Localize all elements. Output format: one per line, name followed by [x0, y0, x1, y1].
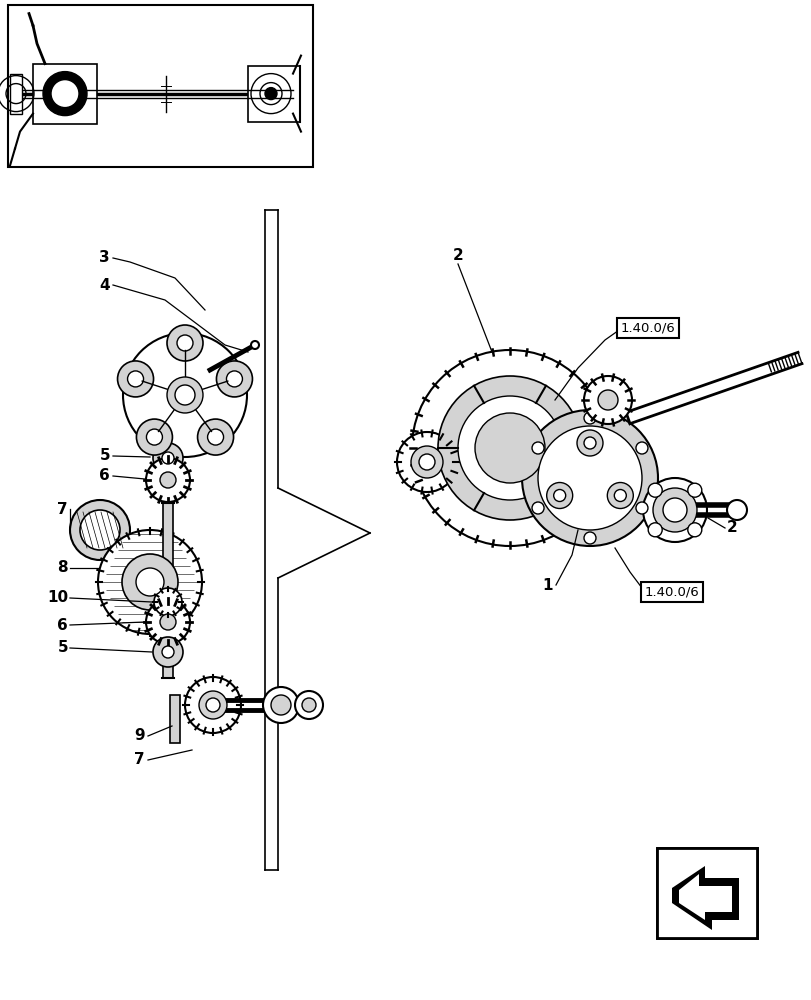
- Text: 5: 5: [58, 641, 68, 656]
- Circle shape: [206, 698, 220, 712]
- Circle shape: [474, 413, 544, 483]
- Circle shape: [302, 698, 315, 712]
- Text: 4: 4: [99, 277, 109, 292]
- Bar: [33, 64, 97, 124]
- Circle shape: [647, 483, 662, 497]
- Circle shape: [271, 695, 290, 715]
- Circle shape: [531, 502, 543, 514]
- Circle shape: [642, 478, 706, 542]
- Circle shape: [185, 677, 241, 733]
- Circle shape: [208, 429, 223, 445]
- Bar: [656, 848, 756, 938]
- Circle shape: [635, 502, 647, 514]
- Circle shape: [43, 72, 87, 116]
- Text: 5: 5: [99, 448, 109, 464]
- Bar: [163, 503, 173, 678]
- Circle shape: [160, 472, 176, 488]
- Circle shape: [647, 523, 662, 537]
- Text: 1: 1: [542, 578, 552, 592]
- Circle shape: [199, 691, 227, 719]
- Circle shape: [418, 454, 435, 470]
- Circle shape: [597, 390, 617, 410]
- Text: 10: 10: [47, 590, 68, 605]
- Circle shape: [635, 442, 647, 454]
- Text: 2: 2: [726, 520, 736, 536]
- Circle shape: [98, 530, 202, 634]
- Circle shape: [411, 350, 607, 546]
- Text: 9: 9: [134, 728, 145, 744]
- Circle shape: [175, 385, 195, 405]
- Circle shape: [583, 376, 631, 424]
- Circle shape: [197, 419, 234, 455]
- Circle shape: [614, 489, 625, 502]
- Circle shape: [583, 437, 595, 449]
- Circle shape: [521, 410, 657, 546]
- Circle shape: [538, 426, 642, 530]
- Circle shape: [122, 333, 247, 457]
- Text: 2: 2: [452, 247, 463, 262]
- Circle shape: [146, 458, 190, 502]
- Circle shape: [531, 442, 543, 454]
- Bar: [247, 66, 299, 122]
- Circle shape: [146, 429, 162, 445]
- Bar: [10, 74, 22, 114]
- Polygon shape: [674, 870, 738, 928]
- Circle shape: [457, 396, 561, 500]
- Circle shape: [251, 341, 259, 349]
- Circle shape: [687, 483, 701, 497]
- Circle shape: [152, 443, 182, 473]
- Circle shape: [226, 371, 242, 387]
- Bar: [169, 695, 180, 743]
- Circle shape: [127, 371, 144, 387]
- Circle shape: [397, 432, 457, 492]
- Text: 1.40.0/6: 1.40.0/6: [620, 322, 675, 334]
- Circle shape: [136, 419, 172, 455]
- Circle shape: [663, 498, 686, 522]
- Circle shape: [577, 430, 603, 456]
- Text: 6: 6: [99, 468, 109, 484]
- Circle shape: [652, 488, 696, 532]
- Circle shape: [687, 523, 701, 537]
- Circle shape: [546, 483, 572, 508]
- Circle shape: [135, 568, 164, 596]
- Circle shape: [167, 377, 203, 413]
- Circle shape: [146, 600, 190, 644]
- Text: 8: 8: [58, 560, 68, 576]
- Text: 7: 7: [58, 502, 68, 516]
- Circle shape: [162, 646, 174, 658]
- Circle shape: [152, 637, 182, 667]
- Circle shape: [607, 483, 633, 508]
- Text: 6: 6: [58, 617, 68, 633]
- Circle shape: [51, 80, 79, 108]
- Bar: [656, 848, 756, 938]
- Circle shape: [726, 500, 746, 520]
- Polygon shape: [672, 866, 738, 930]
- Circle shape: [70, 500, 130, 560]
- Circle shape: [177, 335, 193, 351]
- Circle shape: [294, 691, 323, 719]
- Circle shape: [583, 532, 595, 544]
- Circle shape: [118, 361, 153, 397]
- Text: 1.40.0/6: 1.40.0/6: [644, 585, 698, 598]
- Circle shape: [437, 376, 581, 520]
- Circle shape: [553, 489, 565, 502]
- Text: 7: 7: [134, 752, 145, 768]
- Circle shape: [410, 446, 443, 478]
- Text: 3: 3: [99, 250, 109, 265]
- Circle shape: [160, 614, 176, 630]
- Circle shape: [583, 412, 595, 424]
- Bar: [8, 5, 312, 167]
- Circle shape: [264, 88, 277, 100]
- Circle shape: [167, 325, 203, 361]
- Circle shape: [217, 361, 252, 397]
- Polygon shape: [678, 874, 731, 920]
- Circle shape: [80, 510, 120, 550]
- Circle shape: [122, 554, 178, 610]
- Circle shape: [154, 588, 182, 616]
- Circle shape: [162, 452, 174, 464]
- Circle shape: [263, 687, 298, 723]
